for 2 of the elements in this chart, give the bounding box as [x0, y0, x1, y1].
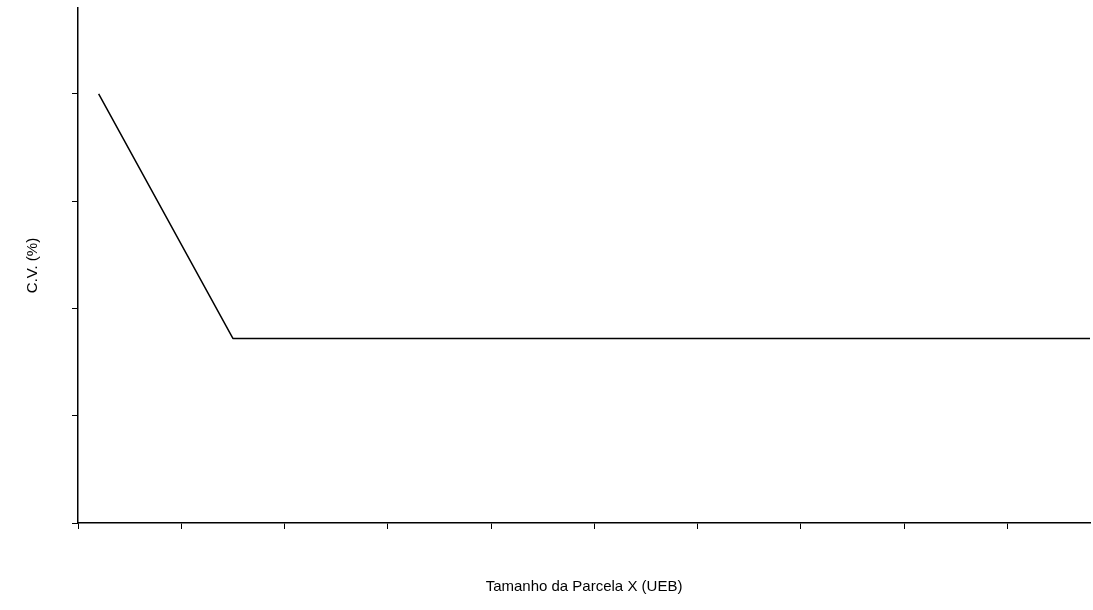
- x-axis-title: Tamanho da Parcela X (UEB): [485, 577, 683, 595]
- y-axis-title: C.V. (%): [23, 237, 41, 294]
